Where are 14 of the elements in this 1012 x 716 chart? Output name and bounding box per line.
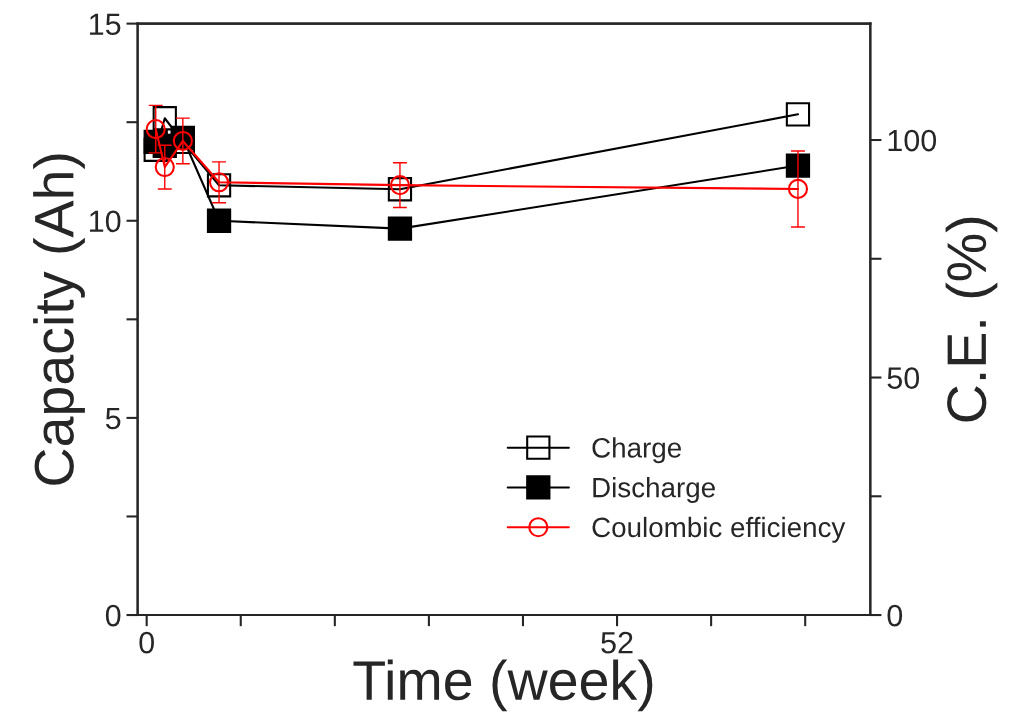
y-tick-label: 10 — [90, 210, 121, 233]
y2-tick-label: 100 — [888, 129, 937, 152]
y-axis-title: Capacity (Ah) — [33, 154, 85, 485]
y2-tick-label: 0 — [887, 604, 903, 627]
y2-axis-title: C.E. (%) — [945, 217, 998, 422]
y-tick-label: 5 — [105, 407, 121, 430]
y-tick-label: 0 — [105, 604, 121, 627]
x-tick-label: 52 — [601, 631, 633, 654]
x-axis-title: Time (week) — [353, 659, 653, 712]
legend-label: Coulombic efficiency — [592, 516, 846, 543]
legend-label: Discharge — [593, 477, 715, 503]
y2-tick-label: 50 — [887, 367, 920, 389]
y-tick-label: 15 — [90, 13, 121, 35]
legend-label: Charge — [592, 437, 681, 464]
